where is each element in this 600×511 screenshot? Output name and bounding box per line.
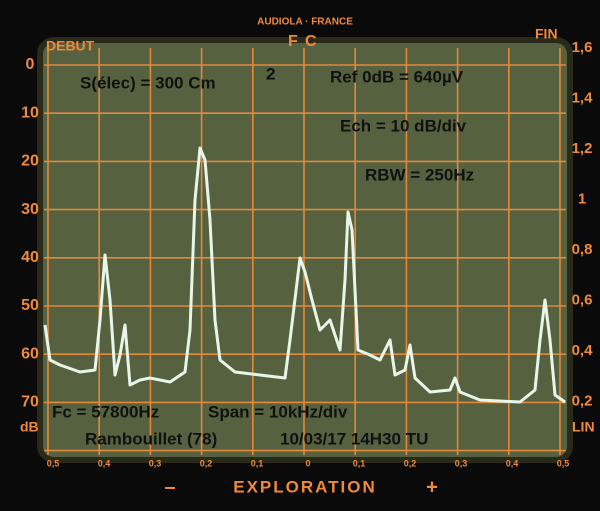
right-scale-label: 0,8: [572, 241, 593, 258]
bottom-scale-label: 0,2: [200, 458, 213, 468]
left-scale-label: 20: [21, 153, 39, 170]
right-scale-label: 1,6: [572, 39, 593, 56]
bottom-scale-label: 0,1: [353, 458, 366, 468]
page: {"header": {"brand": "AUDIOLA · FRANCE",…: [0, 0, 600, 511]
location: Rambouillet (78): [85, 429, 217, 448]
plus-sign: +: [426, 476, 438, 498]
span: Span = 10kHz/div: [208, 402, 348, 421]
left-scale-label: 10: [21, 104, 39, 121]
left-scale-label: 0: [26, 56, 35, 73]
left-scale-label: 70: [21, 394, 39, 411]
center-f: F: [288, 33, 298, 50]
bottom-scale-label: 0: [305, 458, 310, 468]
right-unit: LIN: [572, 419, 595, 435]
minus-sign: –: [164, 476, 175, 498]
rbw: RBW = 250Hz: [365, 165, 474, 184]
reference: Ref 0dB = 640µV: [330, 67, 464, 86]
bottom-scale-label: 0,1: [251, 458, 264, 468]
exploration-label: EXPLORATION: [233, 477, 377, 496]
bottom-scale-label: 0,3: [455, 458, 468, 468]
timestamp: 10/03/17 14H30 TU: [280, 429, 428, 448]
right-scale-label: 0,6: [572, 291, 593, 308]
right-scale-label: 1: [578, 190, 586, 207]
scale: Ech = 10 dB/div: [340, 116, 467, 135]
right-scale-label: 0,2: [572, 392, 593, 409]
bottom-scale-label: 0,4: [98, 458, 111, 468]
left-scale-label: 30: [21, 201, 39, 218]
left-scale-label: 60: [21, 345, 39, 362]
surface: S(élec) = 300 Cm: [80, 73, 216, 92]
bottom-scale-label: 0,5: [557, 458, 570, 468]
screen: [40, 40, 570, 460]
brand: AUDIOLA · FRANCE: [257, 17, 353, 28]
bottom-scale-label: 0,3: [149, 458, 162, 468]
right-scale-label: 1,2: [572, 140, 593, 157]
bottom-scale-label: 0,4: [506, 458, 519, 468]
left-scale-label: 40: [21, 249, 39, 266]
left-scale-label: 50: [21, 297, 39, 314]
right-scale-label: 1,4: [572, 89, 594, 106]
center-frequency: Fc = 57800Hz: [52, 402, 159, 421]
right-scale-label: 0,4: [572, 342, 594, 359]
left-unit: dB: [20, 419, 39, 435]
bottom-scale-label: 0,5: [47, 458, 60, 468]
start-label: DEBUT: [46, 38, 95, 54]
surface-exponent: 2: [266, 64, 275, 83]
screen-photo: AUDIOLA · FRANCE DEBUT F C FIN dB LIN – …: [0, 0, 600, 511]
end-label: FIN: [535, 26, 558, 42]
bottom-scale-label: 0,2: [404, 458, 417, 468]
center-c: C: [305, 33, 317, 50]
